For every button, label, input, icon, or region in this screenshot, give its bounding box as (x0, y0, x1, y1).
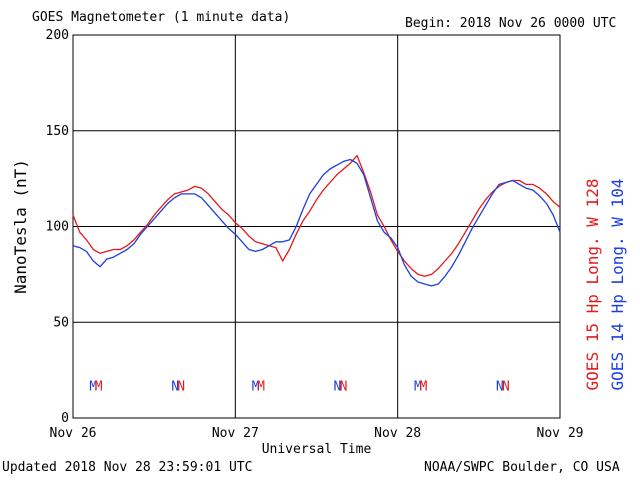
marker-m: M (257, 379, 265, 394)
chart-title: GOES Magnetometer (1 minute data) (32, 10, 291, 25)
x-tick-label: Nov 28 (374, 426, 421, 441)
marker-n: N (502, 379, 510, 394)
marker-n: N (177, 379, 185, 394)
x-tick-label: Nov 27 (212, 426, 259, 441)
y-tick-label: 200 (46, 28, 69, 43)
marker-m: M (252, 379, 260, 394)
marker-n: N (171, 379, 179, 394)
marker-m: M (95, 379, 103, 394)
marker-m: M (414, 379, 422, 394)
x-tick-label: Nov 26 (50, 426, 97, 441)
y-tick-label: 100 (46, 220, 69, 235)
x-tick-label: Nov 29 (537, 426, 584, 441)
credit-text: NOAA/SWPC Boulder, CO USA (424, 460, 620, 475)
series-line-goes15 (72, 154, 561, 277)
y-tick-label: 0 (61, 411, 69, 426)
marker-n: N (340, 379, 348, 394)
updated-timestamp: Updated 2018 Nov 28 23:59:01 UTC (2, 460, 253, 475)
legend-entry-goes14: GOES 14 Hp Long. W 104 (608, 179, 627, 391)
legend-entry-goes15: GOES 15 Hp Long. W 128 (583, 179, 602, 391)
begin-time: Begin: 2018 Nov 26 0000 UTC (405, 16, 617, 31)
y-axis-label: NanoTesla (nT) (11, 159, 30, 294)
y-tick-label: 150 (46, 124, 69, 139)
x-axis-label: Universal Time (262, 442, 372, 457)
series-line-goes14 (72, 158, 561, 287)
y-tick-label: 50 (53, 315, 69, 330)
marker-n: N (334, 379, 342, 394)
marker-m: M (89, 379, 97, 394)
marker-m: M (419, 379, 427, 394)
marker-n: N (496, 379, 504, 394)
